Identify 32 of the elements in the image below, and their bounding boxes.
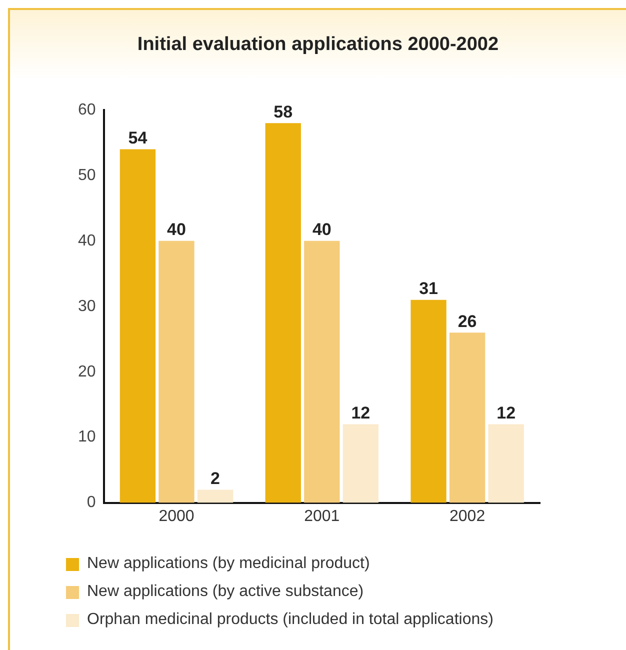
bar: [304, 240, 340, 503]
bar: [449, 332, 486, 503]
x-tick-label: 2002: [450, 508, 486, 525]
bar: [488, 424, 524, 503]
data-label: 40: [167, 220, 186, 240]
legend-label: Orphan medicinal products (included in total applications): [87, 611, 494, 629]
data-label: 58: [274, 102, 293, 122]
y-tick-label: 60: [78, 101, 96, 118]
y-tick-label: 30: [78, 298, 96, 315]
bar: [410, 300, 446, 503]
bar: [342, 424, 379, 503]
data-label: 40: [312, 220, 332, 240]
legend-label: New applications (by active substance): [87, 583, 364, 601]
data-label: 26: [458, 312, 477, 331]
x-tick-label: 2001: [304, 508, 340, 525]
y-tick-label: 10: [78, 428, 96, 446]
y-tick-label: 50: [78, 166, 96, 184]
bar: [197, 490, 234, 503]
y-tick-label: 0: [86, 494, 96, 512]
data-label: 31: [419, 279, 438, 298]
data-label: 54: [128, 128, 148, 148]
y-tick-label: 20: [78, 363, 96, 380]
legend-label: New applications (by medicinal product): [87, 555, 370, 573]
bar: [158, 240, 194, 503]
bar: [120, 149, 156, 503]
data-label: 2: [210, 468, 220, 488]
x-tick-label: 2000: [158, 508, 194, 525]
data-label: 12: [351, 403, 370, 422]
bar: [265, 123, 301, 503]
y-tick-label: 40: [78, 232, 96, 250]
chart-title: Initial evaluation applications 2000-2002: [136, 34, 500, 56]
data-label: 12: [496, 403, 516, 422]
